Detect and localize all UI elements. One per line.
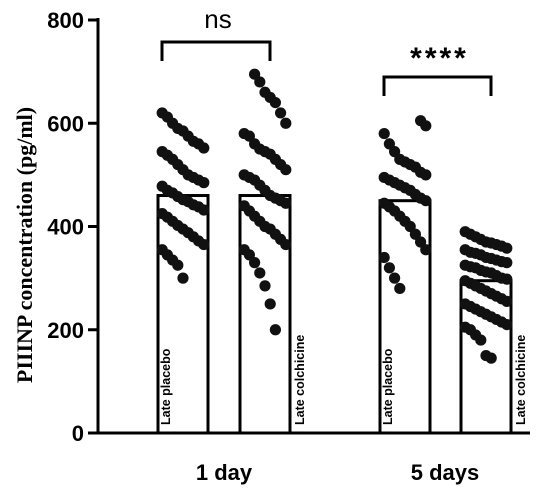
data-point: [485, 352, 497, 364]
data-point: [198, 177, 210, 189]
bars-layer: Late placebo Late colchicine Late placebo L…: [156, 194, 528, 435]
bar-label: Late placebo: [159, 348, 173, 425]
data-point: [254, 76, 266, 88]
y-tick-label: 800: [47, 8, 84, 33]
significance-layer: ns ****: [160, 4, 493, 96]
data-point: [420, 195, 432, 207]
y-tick-label: 200: [47, 318, 84, 343]
significance-label: ns: [204, 4, 231, 34]
data-point: [501, 257, 513, 269]
data-point: [172, 259, 184, 271]
x-axis: 1 day 5 days: [96, 431, 530, 485]
data-point: [501, 242, 513, 254]
data-point: [383, 262, 395, 274]
data-point: [198, 204, 210, 216]
data-point: [259, 280, 271, 292]
data-point: [501, 295, 513, 307]
x-group-label: 5 days: [411, 460, 480, 485]
points-layer: [156, 68, 513, 364]
data-point: [280, 117, 292, 129]
data-point: [420, 169, 432, 181]
data-point: [269, 324, 281, 336]
y-axis: 0 200 400 600 800: [47, 8, 100, 446]
data-point: [280, 164, 292, 176]
y-axis-title: PIIINP concentration (pg/ml): [12, 107, 37, 383]
data-point: [501, 318, 513, 331]
data-point: [254, 267, 266, 279]
significance-bracket: [382, 75, 493, 96]
data-point: [475, 334, 487, 346]
bar-label: Late colchicine: [514, 335, 528, 425]
data-point: [501, 273, 513, 285]
significance-label: ****: [410, 42, 469, 75]
y-tick-label: 600: [47, 111, 84, 136]
data-point: [269, 97, 281, 109]
data-point: [420, 120, 432, 132]
data-point: [378, 251, 390, 264]
bar-label: Late placebo: [381, 348, 395, 425]
y-tick-label: 400: [47, 215, 84, 240]
data-point: [378, 127, 390, 140]
x-group-label: 1 day: [196, 460, 253, 485]
bar-label: Late colchicine: [293, 335, 307, 425]
data-point: [280, 238, 292, 251]
y-tick-label: 0: [72, 421, 84, 446]
data-point: [198, 142, 210, 154]
data-point: [177, 272, 189, 284]
significance-bracket: [160, 40, 272, 61]
data-point: [275, 107, 287, 119]
data-point: [249, 257, 261, 269]
data-point: [280, 197, 292, 209]
data-point: [389, 272, 401, 284]
data-point: [264, 298, 276, 310]
data-point: [394, 282, 406, 295]
data-point: [198, 238, 210, 251]
data-point: [420, 244, 432, 256]
